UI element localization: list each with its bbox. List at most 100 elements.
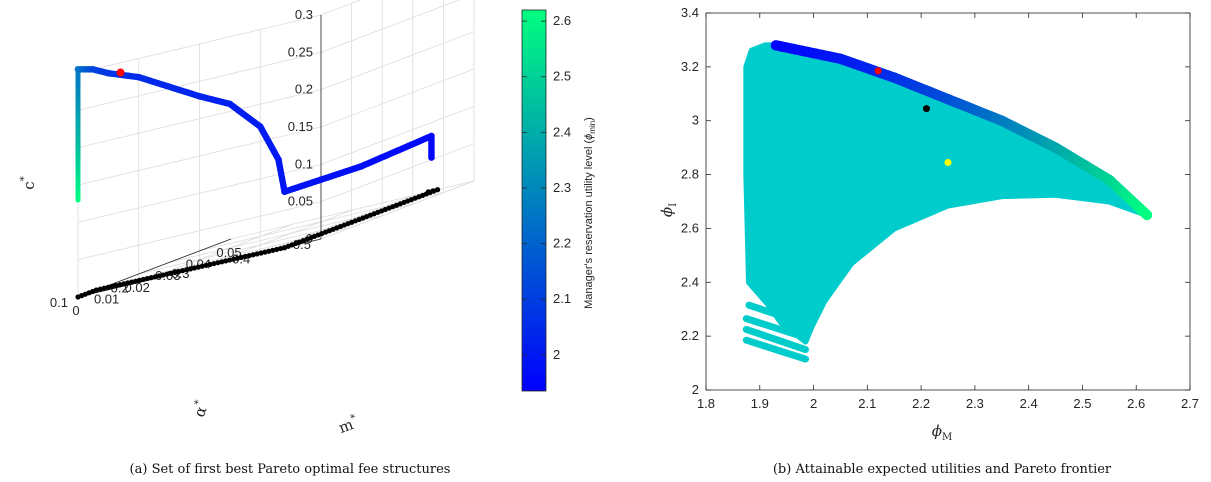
projection-point <box>140 276 147 283</box>
projection-point <box>156 273 162 279</box>
colorbar-ticks: 2 2.1 2.2 2.3 2.4 2.5 2.6 <box>522 13 571 362</box>
projection-point <box>180 268 186 274</box>
grid-line <box>320 180 475 240</box>
projection-point <box>121 281 127 287</box>
projection-point <box>144 275 150 282</box>
colorbar <box>521 9 547 392</box>
highlight-marker <box>116 68 125 77</box>
projection-point <box>203 262 209 268</box>
projection-point <box>434 187 441 193</box>
projection-point <box>172 269 178 275</box>
utility-marker <box>874 67 882 75</box>
projection-point <box>234 255 241 261</box>
c-tick-label: 0.1 <box>295 156 313 171</box>
y-tick-label: 3.4 <box>681 5 699 20</box>
y-tick-label: 2.8 <box>681 167 699 182</box>
projection-point <box>125 280 131 286</box>
projection-point <box>246 253 252 259</box>
projection-point <box>113 283 119 289</box>
m-tick-label: 0 <box>72 303 79 318</box>
grid-line <box>320 0 362 16</box>
colorbar-tick-label: 2.6 <box>553 13 571 28</box>
projection-point <box>187 266 194 272</box>
projection-point <box>132 278 139 284</box>
projection-point <box>242 253 248 260</box>
colorbar-tick-label: 2.3 <box>553 180 571 195</box>
c-tick-label: 0.2 <box>295 82 313 97</box>
colorbar-tick-label: 2.5 <box>553 69 571 84</box>
projection-point <box>105 284 111 290</box>
attainable-region <box>742 42 1150 363</box>
projection-point <box>219 259 225 265</box>
x-tick-label: 2.1 <box>858 396 876 411</box>
projection-point <box>195 264 201 270</box>
attainable-fragment <box>745 301 809 328</box>
grid-line <box>320 0 461 53</box>
projection-point <box>270 247 276 253</box>
c-tick-label: 0.3 <box>295 7 313 22</box>
projection-point <box>93 287 99 293</box>
projection-point <box>274 246 280 253</box>
utility-marker <box>944 158 952 166</box>
plot-b-frame <box>705 12 1191 391</box>
projection-point <box>101 285 107 291</box>
x-tick-label: 1.8 <box>697 396 715 411</box>
projection-point <box>425 189 432 195</box>
grid-line <box>260 195 414 254</box>
grid-line <box>199 209 353 269</box>
projection-point <box>164 271 170 277</box>
colorbar-tick-label: 2 <box>553 347 560 362</box>
projection-point <box>129 279 135 285</box>
colorbar-label: Manager's reservation utility level (ϕmi… <box>583 117 597 309</box>
projection-point <box>148 275 154 281</box>
projection-point <box>278 245 284 252</box>
projection-point <box>152 274 158 280</box>
c-tick-label: 0.05 <box>288 194 313 209</box>
projection-point <box>168 270 174 276</box>
projection-point <box>230 256 237 262</box>
x-tick-label: 2 <box>810 396 817 411</box>
colorbar-tick-label: 2.2 <box>553 236 571 251</box>
projection-point <box>136 277 143 283</box>
projection-point <box>160 272 166 278</box>
projection-point <box>266 248 272 254</box>
projection-point <box>117 282 123 288</box>
colorbar-tick-label: 2.1 <box>553 291 571 306</box>
curve-point <box>428 154 435 161</box>
projection-point <box>215 260 221 266</box>
attainable-fragment <box>742 325 809 354</box>
colorbar-tick-label: 2.4 <box>553 124 571 139</box>
x-axis-label: ϕM <box>932 422 952 443</box>
alpha-axis-label: α* <box>189 399 212 420</box>
grid-line <box>320 105 475 165</box>
projection-point <box>207 261 213 268</box>
plot-b-ticks: 1.8 1.9 2 2.1 2.2 2.3 2.4 2.5 2.6 2.7 2 2.2 2.4 2.6 2.… <box>681 5 1199 411</box>
y-tick-label: 2 <box>692 382 699 397</box>
y-tick-label: 3 <box>692 113 699 128</box>
projection-point <box>199 263 205 269</box>
x-tick-label: 2.4 <box>1020 396 1038 411</box>
y-tick-label: 2.6 <box>681 220 699 235</box>
m-axis-label: m* <box>336 413 361 437</box>
projection-point <box>97 286 103 292</box>
panel-b: 1.8 1.9 2 2.1 2.2 2.3 2.4 2.5 2.6 2.7 2 2.2 2.4 2.6 2.… <box>658 5 1199 477</box>
3d-series <box>74 65 441 300</box>
m-tick-label: 0.01 <box>94 291 119 306</box>
projection-point <box>254 251 260 257</box>
projection-point <box>191 265 197 271</box>
projection-point <box>227 257 233 263</box>
utility-marker <box>922 105 930 113</box>
projection-point <box>176 268 182 275</box>
x-tick-label: 2.2 <box>912 396 930 411</box>
projection-point <box>238 254 245 261</box>
y-axis-label: ϕI <box>658 203 679 217</box>
projection-point <box>250 252 256 258</box>
projection-point <box>223 258 229 264</box>
caption-a: (a) Set of first best Pareto optimal fee… <box>130 462 451 477</box>
grid-line <box>320 31 475 91</box>
projection-point <box>430 188 436 194</box>
x-tick-label: 2.6 <box>1127 396 1145 411</box>
attainable-fragment <box>742 315 809 341</box>
projection-point <box>262 249 268 255</box>
